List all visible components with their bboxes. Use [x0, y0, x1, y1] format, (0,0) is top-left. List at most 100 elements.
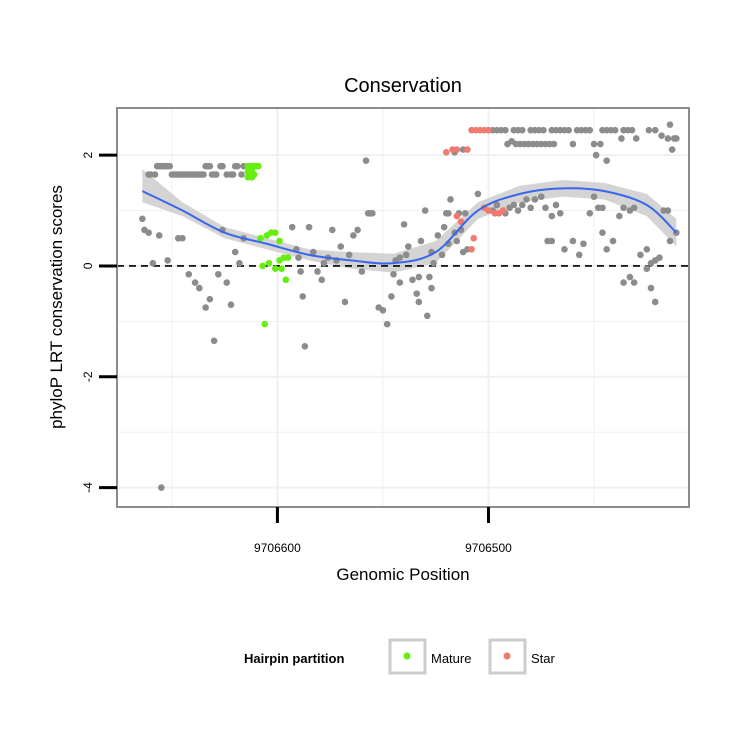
data-point-other	[561, 246, 568, 253]
data-point-other	[664, 135, 672, 142]
x-tick-label: 9706600	[254, 541, 301, 555]
data-point-other	[400, 221, 408, 228]
data-point-other	[185, 270, 193, 278]
data-point-other	[616, 212, 623, 220]
data-point-mature	[244, 173, 252, 181]
data-point-other	[643, 265, 651, 273]
data-point-other	[603, 246, 610, 253]
data-point-other	[540, 126, 547, 134]
data-point-other	[510, 201, 518, 209]
data-point-star	[453, 146, 461, 153]
data-point-other	[643, 246, 651, 253]
data-point-other	[151, 171, 159, 178]
data-point-mature	[259, 262, 266, 270]
data-point-other	[527, 204, 534, 212]
legend-title: Hairpin partition	[244, 651, 344, 666]
legend-key-star-box	[488, 638, 527, 675]
data-point-other	[586, 209, 594, 217]
data-point-other	[415, 273, 423, 281]
data-point-mature	[278, 265, 285, 273]
data-point-star	[468, 246, 475, 253]
data-point-other	[234, 162, 241, 170]
data-point-other	[426, 273, 433, 281]
x-tick-label: 9706500	[465, 541, 512, 555]
data-point-other	[320, 259, 328, 267]
data-point-other	[628, 126, 636, 134]
data-point-other	[590, 140, 598, 148]
data-point-other	[166, 162, 174, 170]
data-point-other	[238, 171, 245, 178]
data-point-other	[396, 254, 404, 261]
data-point-other	[212, 171, 220, 178]
data-point-other	[288, 223, 296, 231]
data-point-other	[647, 284, 655, 292]
data-point-other	[358, 268, 366, 275]
data-point-other	[396, 279, 404, 286]
data-point-star	[442, 149, 450, 156]
data-point-other	[206, 162, 214, 170]
data-point-other	[337, 243, 345, 250]
data-point-other	[552, 201, 560, 209]
data-point-other	[149, 259, 157, 267]
chart-title: Conservation	[344, 75, 462, 97]
data-point-other	[518, 201, 526, 209]
y-tick-label: -4	[81, 482, 95, 493]
data-point-other	[434, 232, 442, 239]
y-axis-title: phyloP LRT conservation scores	[47, 185, 66, 429]
data-point-other	[599, 204, 606, 212]
data-point-other	[611, 126, 619, 134]
data-point-other	[362, 157, 370, 164]
data-point-other	[299, 293, 307, 300]
data-point-other	[537, 193, 545, 200]
data-point-other	[210, 337, 218, 345]
data-point-mature	[282, 276, 290, 284]
data-point-other	[202, 304, 209, 311]
data-point-other	[236, 259, 243, 267]
data-point-other	[229, 171, 237, 178]
data-point-other	[369, 209, 376, 217]
data-point-other	[404, 243, 412, 250]
data-point-mature	[276, 237, 283, 245]
data-point-other	[196, 284, 203, 292]
data-point-other	[200, 171, 207, 178]
data-point-other	[215, 270, 222, 278]
legend-key-star-dot	[503, 652, 511, 660]
data-point-other	[493, 201, 501, 209]
data-point-star	[485, 207, 492, 214]
data-point-other	[609, 237, 617, 245]
data-point-other	[620, 279, 627, 286]
data-point-mature	[265, 259, 273, 267]
data-point-other	[158, 484, 165, 491]
data-point-other	[139, 215, 146, 223]
legend-label-star: Star	[531, 651, 556, 666]
data-point-other	[164, 257, 171, 264]
data-point-other	[550, 140, 558, 148]
legend: Hairpin partition Mature Star	[244, 638, 556, 675]
data-point-other	[502, 126, 509, 134]
data-point-other	[309, 248, 317, 256]
data-point-other	[409, 276, 416, 284]
plot-panel-border	[116, 107, 690, 508]
data-point-other	[402, 251, 410, 259]
data-point-other	[145, 229, 152, 236]
data-point-star	[499, 207, 507, 214]
data-point-other	[542, 204, 549, 212]
data-point-other	[632, 135, 640, 142]
data-point-other	[597, 140, 604, 148]
data-point-other	[569, 140, 577, 148]
legend-key-mature-dot	[403, 652, 411, 660]
data-point-other	[438, 251, 446, 259]
data-point-star	[485, 126, 492, 134]
data-point-other	[379, 306, 387, 314]
data-point-other	[413, 290, 421, 297]
data-point-other	[666, 121, 674, 128]
data-point-other	[301, 342, 309, 350]
data-point-other	[673, 135, 680, 142]
data-point-other	[295, 254, 302, 261]
data-point-other	[341, 298, 349, 306]
data-point-other	[620, 204, 627, 212]
data-point-other	[565, 126, 572, 134]
data-points	[139, 121, 680, 491]
legend-label-mature: Mature	[431, 651, 471, 666]
data-point-other	[179, 234, 186, 242]
